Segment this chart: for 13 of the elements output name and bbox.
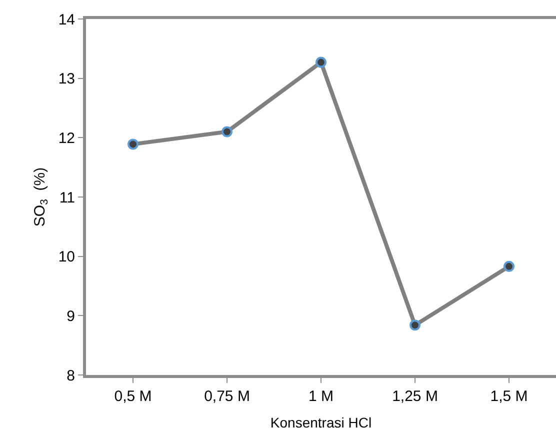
x-tick-label: 1,5 M bbox=[490, 388, 528, 405]
x-tick-label: 0,75 M bbox=[204, 388, 250, 405]
y-tick-label: 8 bbox=[66, 367, 75, 384]
x-tick-label: 1 M bbox=[308, 388, 334, 405]
x-tick-label: 0,5 M bbox=[114, 388, 152, 405]
y-tick-label: 12 bbox=[58, 130, 75, 147]
y-tick-label: 10 bbox=[58, 248, 75, 266]
y-tick-label: 9 bbox=[66, 308, 75, 325]
y-tick-label: 13 bbox=[58, 70, 75, 88]
y-tick-label: 14 bbox=[58, 11, 75, 28]
y-tick-label: 11 bbox=[59, 189, 75, 206]
x-axis-title: Konsentrasi HCl bbox=[270, 414, 372, 430]
x-tick-label: 1,25 M bbox=[392, 388, 438, 405]
